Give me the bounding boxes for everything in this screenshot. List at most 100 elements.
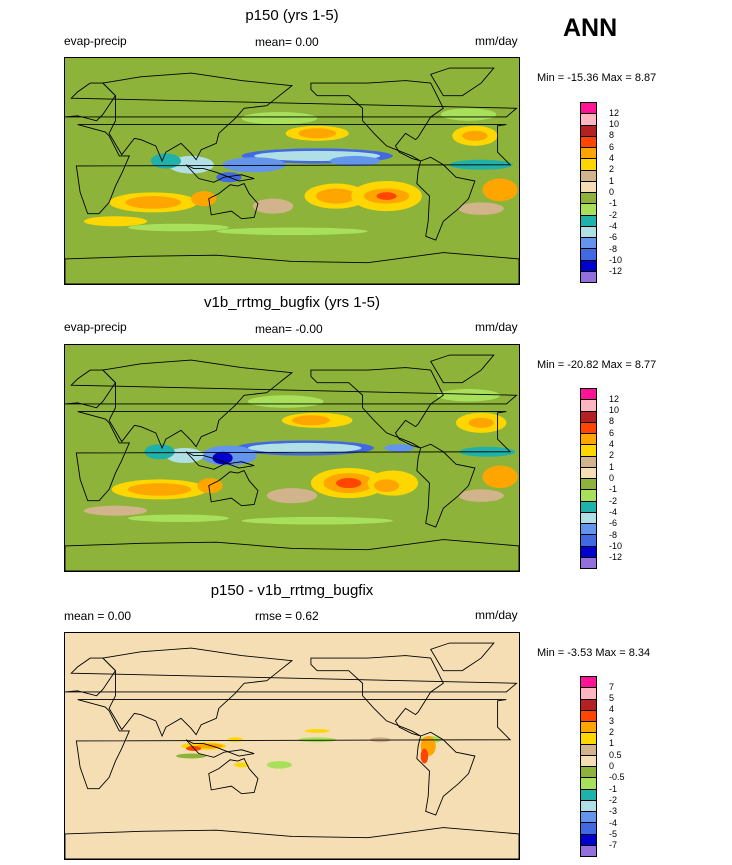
colorbar-box [581,271,596,282]
colorbar-box [581,434,596,446]
colorbar-box [581,479,596,491]
colorbar-box [581,535,596,547]
panel3-rmse: rmse = 0.62 [255,609,319,623]
field-contour [315,188,357,204]
colorbar-box [581,733,596,745]
field-contour [336,478,362,489]
colorbar-tick-label: 3 [609,715,615,726]
coastline-africa [75,699,512,790]
field-contour [252,198,294,214]
colorbar-box [581,204,596,216]
colorbar-tick-label: -0.5 [609,772,625,783]
colorbar-box [581,677,596,689]
colorbar-tick-label: 0 [609,187,615,197]
field-contour [128,223,229,232]
colorbar-box [581,226,596,238]
colorbar-tick-label: 2 [609,450,615,461]
coastline-asia [101,359,294,450]
panel2-title: v1b_rrtmg_bugfix (yrs 1-5) [204,294,380,311]
panel1-variable-label: evap-precip [64,34,127,48]
field-contour [279,695,356,709]
colorbar-box [581,467,596,479]
field-contour [227,737,243,743]
map-canvas [65,58,519,284]
colorbar-tick-label: 0.5 [609,749,622,760]
field-contour [266,488,318,504]
colorbar-tick-label: 4 [609,439,615,450]
coastline-antarctica [65,827,519,859]
colorbar-tick-label: -8 [609,529,618,540]
panel1-units: mm/day [475,34,518,48]
colorbar-box [581,422,596,434]
colorbar-box [581,215,596,227]
coastline-samerica [416,731,476,816]
colorbar-tick-label: 0 [609,473,615,483]
field-contour [216,227,368,236]
map-canvas [65,345,519,571]
coastline-indonesia [185,739,255,758]
coastline-australia [208,183,259,220]
coastline-australia [208,758,259,795]
colorbar-box [581,490,596,502]
field-contour [83,505,148,516]
colorbar-tick-label: 2 [609,727,615,738]
field-contour [458,489,504,502]
colorbar-box [581,557,596,568]
colorbar-box [581,524,596,536]
colorbar-box [581,193,596,205]
colorbar-tick-label: -6 [609,518,618,529]
coastline-indonesia [185,164,255,183]
field-contour [165,447,204,464]
colorbar-box [581,800,596,812]
colorbar-tick-label: 0 [609,761,615,771]
field-contour [292,415,330,426]
coastline-indonesia [185,451,255,470]
panel2-minmax: Min = -20.82 Max = 8.77 [537,359,657,371]
colorbar-box [581,249,596,261]
colorbar-box [581,688,596,700]
field-contour [266,761,292,769]
coastline-africa [75,411,512,502]
field-contour [83,216,148,227]
field-contour [144,444,175,460]
colorbar-tick-label: 5 [609,693,615,704]
field-contour [436,389,501,402]
colorbar-box [581,778,596,790]
colorbar-box [581,710,596,722]
field-contour [241,112,318,125]
colorbar-tick-label: 12 [609,107,620,118]
coastline-namerica [310,80,444,162]
coastline-samerica [416,156,476,241]
coastline-greenland [430,642,495,672]
field-contour [482,465,518,489]
field-contour [476,727,512,740]
field-contour [376,192,397,200]
colorbar-box [581,456,596,468]
coastline-samerica [416,443,476,528]
colorbar-box [581,114,596,126]
panel3-minmax: Min = -3.53 Max = 8.34 [537,647,651,659]
colorbar-tick-label: 10 [609,119,620,130]
panel1-map [64,57,520,285]
colorbar-box [581,755,596,767]
colorbar-tick-label: -10 [609,540,623,551]
field-contour [191,191,217,207]
field-contour [373,479,400,492]
panel3-units: mm/day [475,608,518,622]
colorbar-box [581,834,596,846]
colorbar-tick-label: -12 [609,266,623,277]
colorbar-tick-label: 6 [609,141,615,152]
field-contour [150,153,181,169]
panel1-mean: mean= 0.00 [255,35,319,49]
colorbar-tick-label: 1 [609,175,615,186]
colorbar-tick-label: 1 [609,738,615,749]
field-contour [468,417,494,428]
coastline-greenland [430,67,495,97]
colorbar-tick-label: -12 [609,552,623,563]
colorbar-box [581,546,596,558]
panel1-minmax: Min = -15.36 Max = 8.87 [537,72,657,84]
panel3-mean: mean = 0.00 [64,609,132,623]
colorbar-box [581,845,596,856]
colorbar-tick-label: -8 [609,243,618,254]
colorbar-tick-label: -4 [609,817,618,828]
